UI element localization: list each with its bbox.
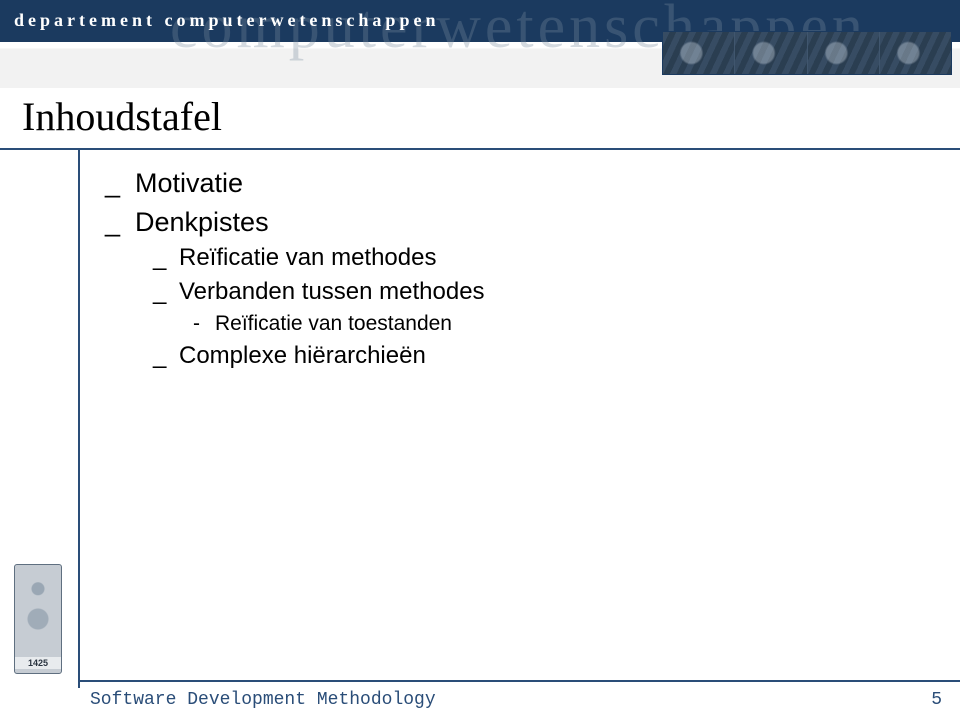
footer-text: Software Development Methodology (90, 690, 436, 710)
slide: computerwetenschappen departement comput… (0, 0, 960, 720)
bullet-list-level2: Reïficatie van methodes Verbanden tussen… (153, 244, 645, 370)
university-seal-icon (14, 564, 62, 674)
list-item: Complexe hiërarchieën (153, 342, 645, 370)
header-banner: computerwetenschappen departement comput… (0, 0, 960, 88)
list-item: Motivatie (105, 168, 645, 199)
title-rule-vertical (78, 148, 80, 688)
footer-rule (78, 680, 960, 682)
content-area: Motivatie Denkpistes Reïficatie van meth… (105, 168, 645, 378)
title-rule-horizontal (0, 148, 960, 150)
bullet-list-level1: Motivatie Denkpistes Reïficatie van meth… (105, 168, 645, 370)
banner-photo-2 (735, 32, 807, 74)
bullet-label: Verbanden tussen methodes (179, 278, 485, 305)
banner-photo-3 (808, 32, 880, 74)
bullet-label: Denkpistes (135, 207, 269, 237)
slide-title: Inhoudstafel (22, 93, 222, 140)
bullet-label: Complexe hiërarchieën (179, 342, 426, 369)
banner-department-text: departement computerwetenschappen (14, 10, 439, 31)
banner-photo-4 (880, 32, 951, 74)
bullet-label: Reïficatie van toestanden (215, 312, 452, 335)
list-item: Verbanden tussen methodes Reïficatie van… (153, 278, 645, 336)
list-item: Reïficatie van methodes (153, 244, 645, 272)
bullet-label: Reïficatie van methodes (179, 244, 436, 271)
bullet-list-level3: Reïficatie van toestanden (193, 312, 645, 336)
banner-photo-1 (663, 32, 735, 74)
footer-page-number: 5 (931, 690, 942, 710)
bullet-label: Motivatie (135, 168, 243, 198)
banner-photo-strip (662, 31, 952, 75)
list-item: Reïficatie van toestanden (193, 312, 645, 336)
list-item: Denkpistes Reïficatie van methodes Verba… (105, 207, 645, 370)
